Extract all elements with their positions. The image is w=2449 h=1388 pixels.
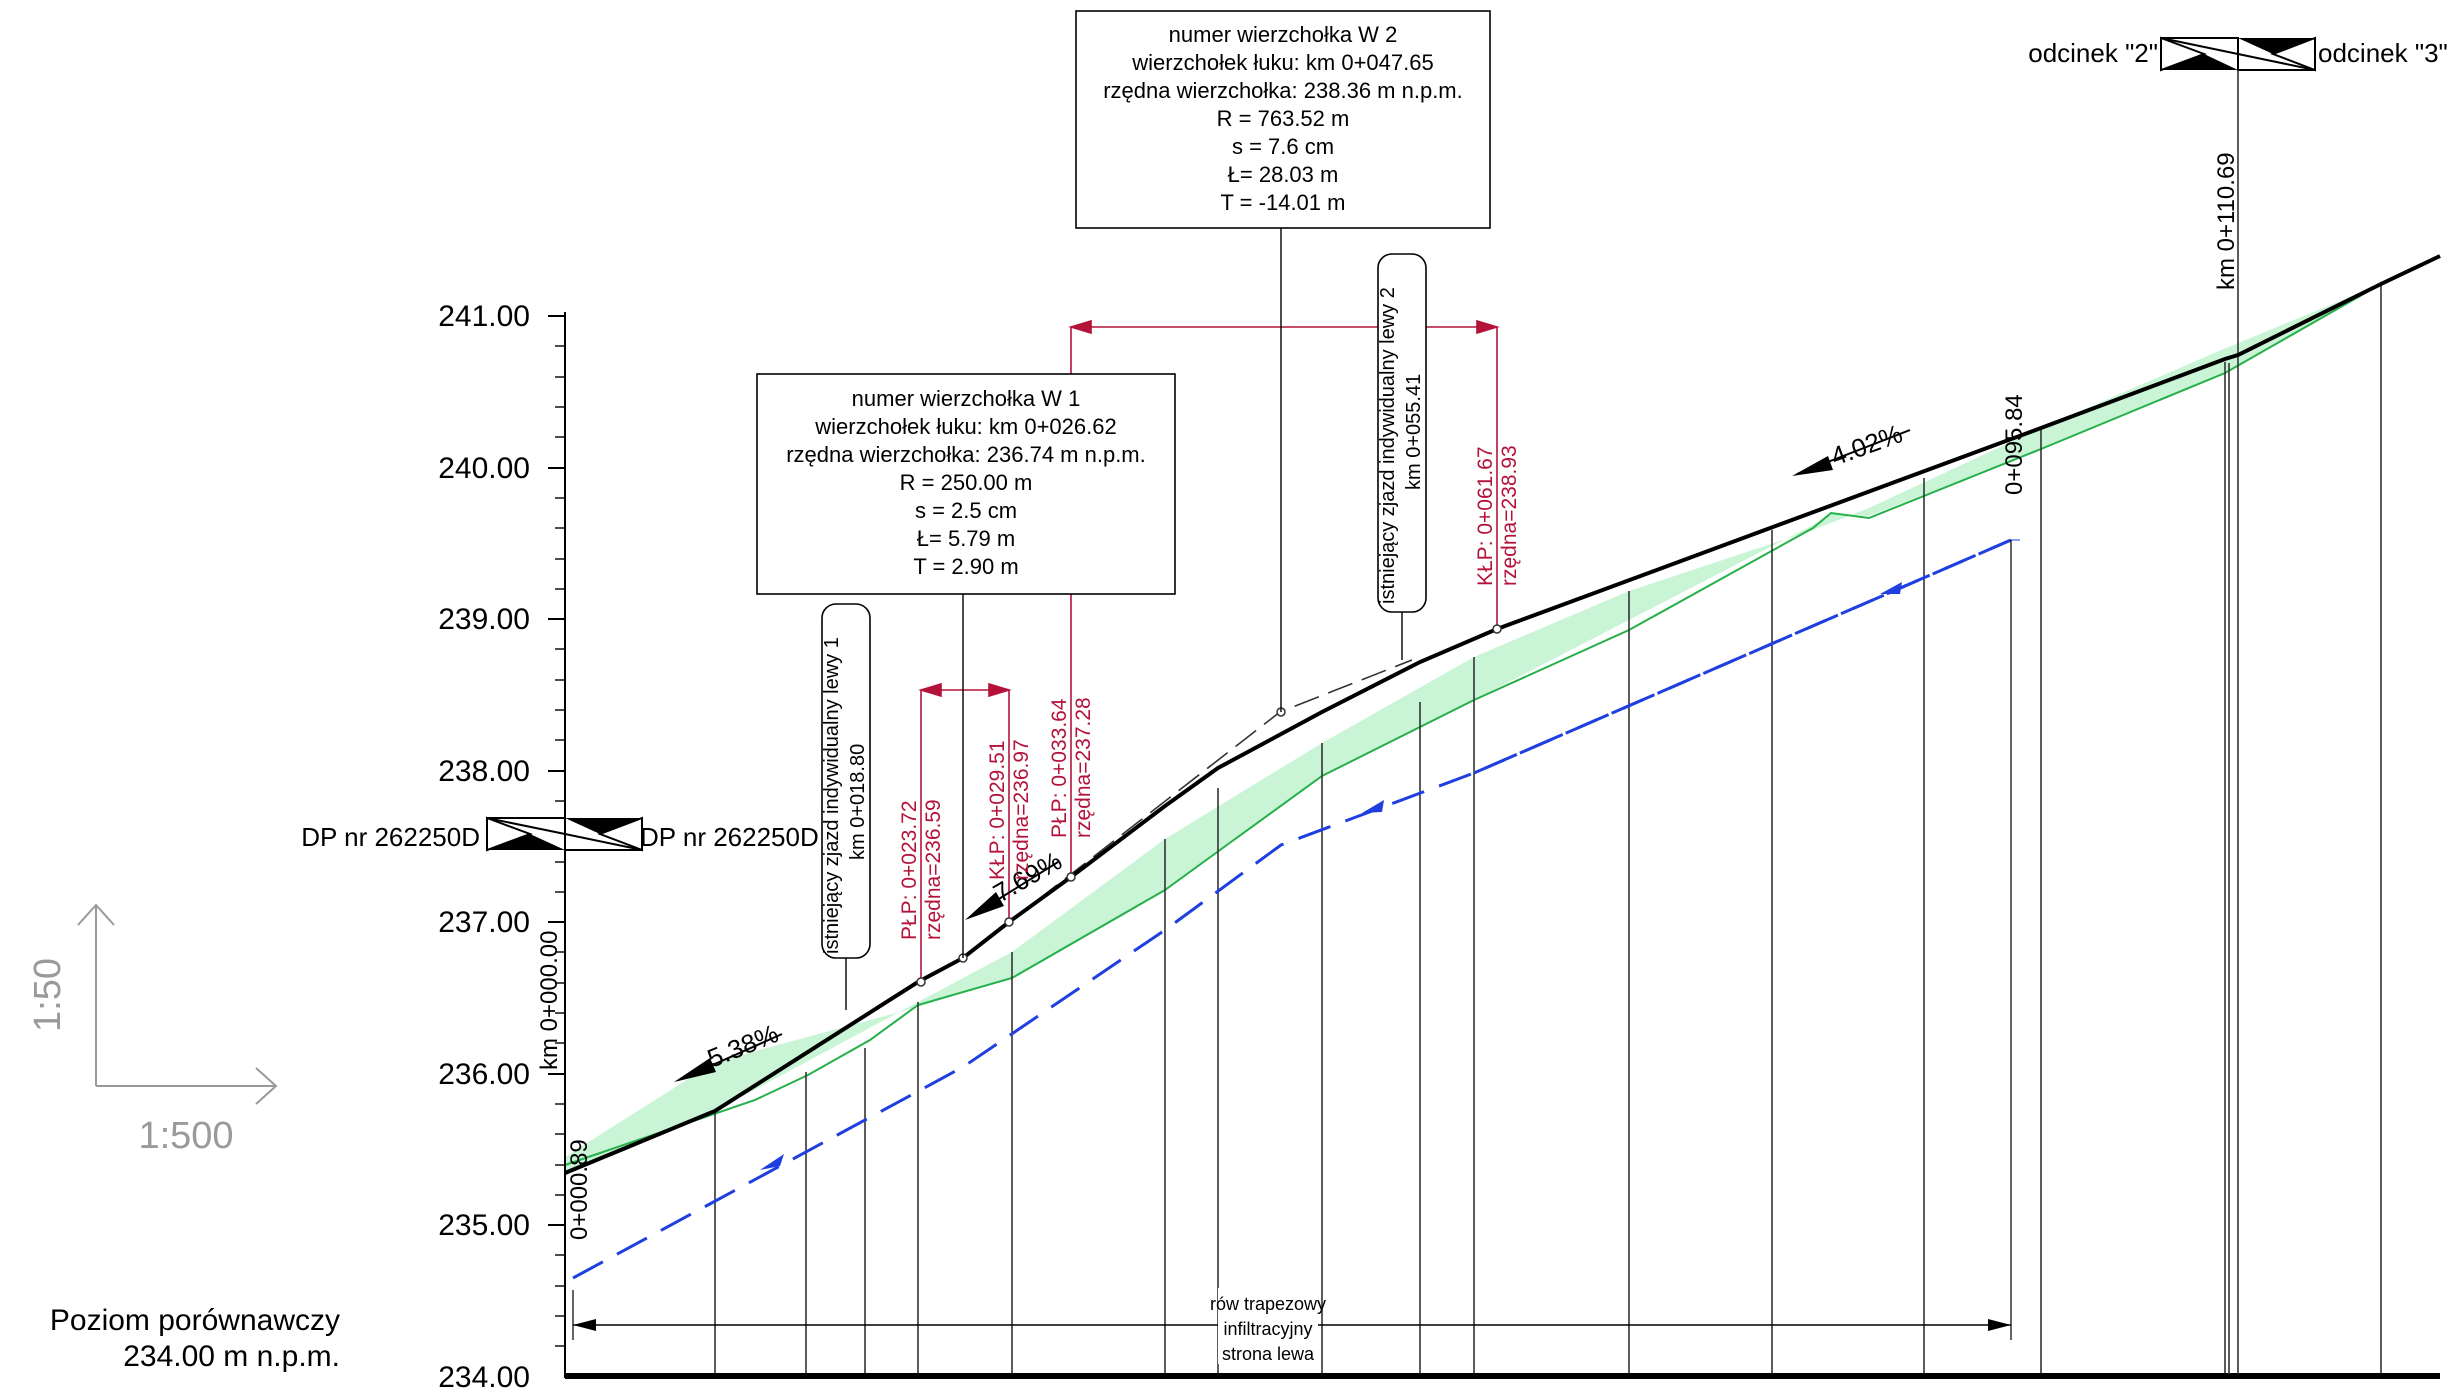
ditch-dimension: rów trapezowy infiltracyjny strona lewa — [572, 540, 2012, 1364]
driveway-2-km: km 0+055.41 — [1403, 374, 1425, 490]
klp1-chainage: KŁP: 0+029.51 — [986, 740, 1009, 880]
curve-point-labels: PŁP: 0+023.72 rzędna=236.59 KŁP: 0+029.5… — [898, 445, 1521, 940]
tick-label: 237.00 — [438, 906, 530, 939]
slope-label-3: 4.02% — [1827, 418, 1907, 471]
klp2-chainage: KŁP: 0+061.67 — [1474, 446, 1497, 586]
w2-line: T = -14.01 m — [1221, 190, 1346, 215]
section-marker-right: odcinek "2" odcinek "3" — [2028, 36, 2448, 72]
tick-label: 240.00 — [438, 452, 530, 485]
ditch-end-chainage: 0+095.84 — [2001, 394, 2028, 495]
w2-line: Ł= 28.03 m — [1228, 162, 1339, 187]
klp1-elevation: rzędna=236.97 — [1010, 739, 1033, 880]
plp2-elevation: rzędna=237.28 — [1072, 697, 1095, 838]
driveway-2: istniejący zjazd indywidualny lewy 2 km … — [1377, 253, 1427, 660]
vertex-w2-box: numer wierzchołka W 2 wierzchołek łuku: … — [1075, 10, 1491, 712]
driveway-1-name: istniejący zjazd indywidualny lewy 1 — [821, 637, 843, 954]
w1-line: rzędna wierzchołka: 236.74 m n.p.m. — [786, 442, 1146, 467]
w1-line: T = 2.90 m — [913, 554, 1018, 579]
vertex-w1-box: numer wierzchołka W 1 wierzchołek łuku: … — [756, 373, 1176, 958]
w1-line: numer wierzchołka W 1 — [852, 386, 1081, 411]
plp1-elevation: rzędna=236.59 — [922, 799, 945, 940]
subgrade-line — [564, 283, 2382, 1166]
scale-indicator: 1:50 1:500 — [27, 903, 278, 1157]
w1-line: wierzchołek łuku: km 0+026.62 — [814, 414, 1116, 439]
section-2-label: odcinek "2" — [2028, 38, 2158, 68]
w1-line: Ł= 5.79 m — [917, 526, 1015, 551]
ditch-label-2: infiltracyjny — [1223, 1319, 1312, 1339]
vertical-scale: 1:50 — [27, 958, 69, 1032]
w2-line: numer wierzchołka W 2 — [1169, 22, 1398, 47]
datum-value: 234.00 m n.p.m. — [123, 1340, 340, 1373]
end-chainage: km 0+110.69 — [2213, 152, 2240, 290]
tick-label: 236.00 — [438, 1058, 530, 1091]
w2-line: rzędna wierzchołka: 238.36 m n.p.m. — [1103, 78, 1463, 103]
w2-line: R = 763.52 m — [1217, 106, 1350, 131]
driveway-1-km: km 0+018.80 — [847, 744, 869, 860]
tick-label: 238.00 — [438, 755, 530, 788]
embankment-fill — [565, 284, 2381, 1173]
section-3-label: odcinek "3" — [2318, 38, 2448, 68]
plp1-chainage: PŁP: 0+023.72 — [898, 800, 921, 940]
klp2-elevation: rzędna=238.93 — [1498, 445, 1521, 586]
start-chainage: km 0+000.00 — [536, 931, 563, 1070]
datum-label: Poziom porównawczy — [50, 1304, 340, 1337]
ditch-label-1: rów trapezowy — [1210, 1294, 1326, 1314]
plp2-chainage: PŁP: 0+033.64 — [1048, 698, 1071, 838]
w2-line: s = 7.6 cm — [1232, 134, 1334, 159]
grade-line — [564, 254, 2441, 1175]
vertical-axis: 241.00 240.00 239.00 238.00 237.00 236.0… — [438, 300, 566, 1388]
tick-label: 241.00 — [438, 300, 530, 333]
ditch-label-3: strona lewa — [1222, 1344, 1315, 1364]
tick-label: 235.00 — [438, 1209, 530, 1242]
horizontal-scale: 1:500 — [138, 1115, 233, 1157]
station-lines — [564, 284, 2382, 1374]
driveway-1: istniejący zjazd indywidualny lewy 1 km … — [821, 603, 871, 1010]
w1-line: s = 2.5 cm — [915, 498, 1017, 523]
section-right-label: DP nr 262250D — [640, 822, 819, 852]
ditch-bottom-line — [572, 538, 2012, 1280]
w2-line: wierzchołek łuku: km 0+047.65 — [1131, 50, 1433, 75]
w1-line: R = 250.00 m — [900, 470, 1033, 495]
driveway-2-name: istniejący zjazd indywidualny lewy 2 — [1377, 287, 1399, 604]
start-low-chainage: 0+000.89 — [566, 1139, 593, 1240]
tick-label: 239.00 — [438, 603, 530, 636]
flow-arrows — [760, 582, 1902, 1170]
vertex-markers — [916, 624, 1502, 987]
section-left-label: DP nr 262250D — [301, 822, 480, 852]
section-marker-left: DP nr 262250D DP nr 262250D — [301, 806, 819, 862]
tick-label: 234.00 — [438, 1361, 530, 1388]
